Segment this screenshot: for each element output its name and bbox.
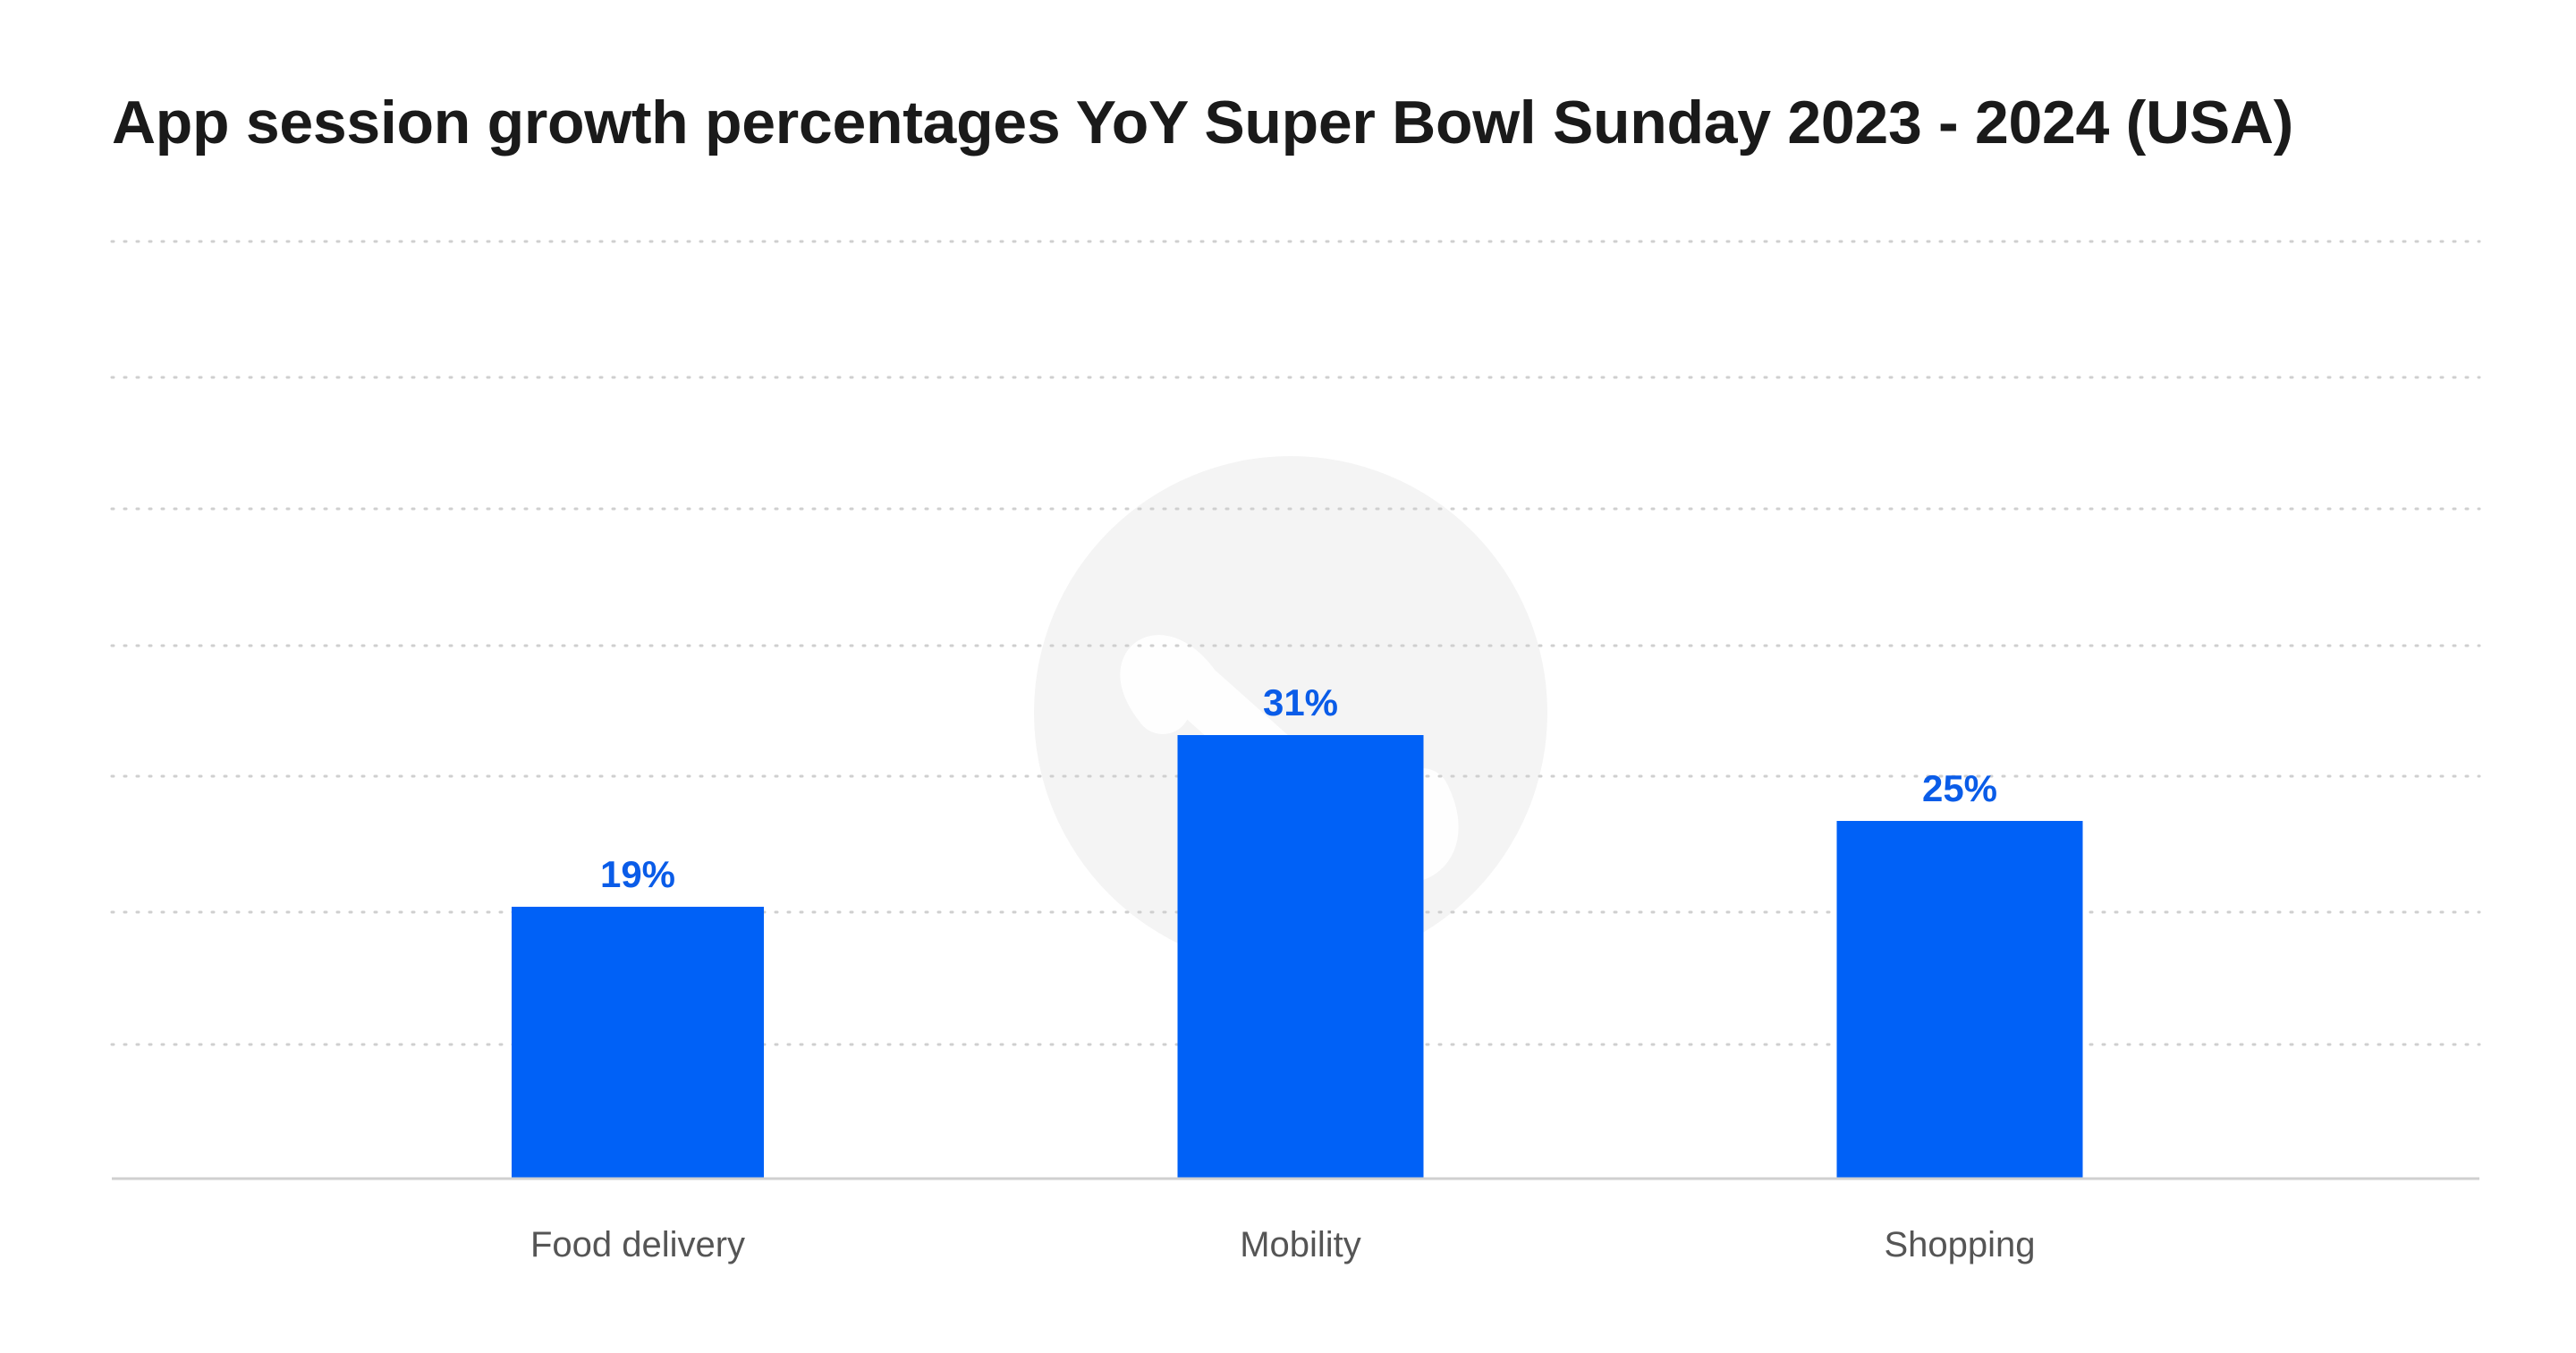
chart-title: App session growth percentages YoY Super… bbox=[112, 89, 2294, 156]
category-labels: Food delivery Mobility Shopping bbox=[530, 1225, 2036, 1264]
value-labels: 19% 31% 25% bbox=[600, 681, 1997, 895]
bars bbox=[512, 735, 2083, 1179]
value-label: 31% bbox=[1263, 681, 1338, 723]
category-label: Shopping bbox=[1884, 1225, 2035, 1264]
bar-food-delivery bbox=[512, 907, 764, 1179]
bar-shopping bbox=[1836, 821, 2083, 1179]
category-label: Mobility bbox=[1240, 1225, 1361, 1264]
category-label: Food delivery bbox=[530, 1225, 745, 1264]
value-label: 25% bbox=[1922, 767, 1997, 809]
bar-mobility bbox=[1177, 735, 1424, 1179]
value-label: 19% bbox=[600, 853, 675, 895]
